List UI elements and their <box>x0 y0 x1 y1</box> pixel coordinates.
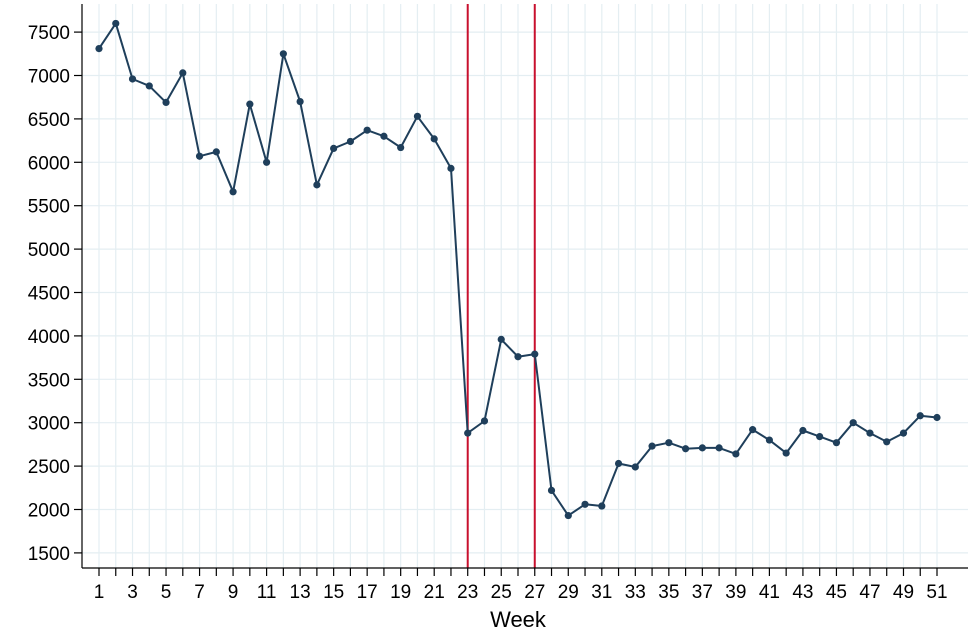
data-point <box>581 500 589 508</box>
x-tick-label: 17 <box>357 582 378 603</box>
y-tick-label: 5500 <box>28 197 70 218</box>
data-point <box>631 463 639 471</box>
x-tick-label: 43 <box>792 582 813 603</box>
y-tick-label: 3000 <box>28 414 70 435</box>
data-point <box>128 75 137 83</box>
data-point <box>430 135 438 143</box>
x-tick-label: 7 <box>194 582 205 603</box>
y-tick-label: 7000 <box>28 67 70 88</box>
x-tick-label: 29 <box>558 582 579 603</box>
y-tick-label: 4500 <box>28 284 70 305</box>
data-point <box>246 100 254 108</box>
x-tick-label: 37 <box>692 582 713 603</box>
tick-labels: 1500 2000 2500 3000 3500 4000 4500 5000 5500 6000… <box>28 23 948 603</box>
x-tick-label: 41 <box>759 582 780 603</box>
y-tick-label: 4000 <box>28 327 70 348</box>
y-tick-label: 6000 <box>28 153 70 174</box>
data-point <box>564 511 572 520</box>
x-tick-label: 15 <box>323 582 344 603</box>
data-point <box>531 350 539 358</box>
data-point <box>330 144 338 153</box>
x-tick-label: 3 <box>127 582 138 603</box>
data-point <box>480 417 489 425</box>
data-point <box>682 445 690 453</box>
data-series <box>95 19 941 520</box>
data-point <box>614 459 623 468</box>
y-tick-label: 2500 <box>28 457 70 478</box>
x-axis-title: Week <box>490 607 547 632</box>
data-point <box>229 188 237 196</box>
data-point <box>212 148 220 156</box>
data-point <box>598 502 606 510</box>
data-point <box>866 429 874 437</box>
data-point <box>447 164 455 172</box>
x-tick-label: 33 <box>625 582 646 603</box>
axes <box>74 4 968 576</box>
x-tick-label: 39 <box>725 582 746 603</box>
data-point <box>296 97 304 106</box>
x-tick-label: 19 <box>390 582 411 603</box>
x-tick-label: 35 <box>658 582 679 603</box>
x-tick-label: 23 <box>457 582 478 603</box>
data-point <box>665 439 673 447</box>
x-tick-label: 21 <box>424 582 445 603</box>
x-tick-label: 31 <box>591 582 612 603</box>
data-point <box>346 137 354 146</box>
data-point <box>899 429 908 437</box>
data-point <box>363 126 371 134</box>
x-tick-label: 9 <box>228 582 239 603</box>
y-tick-label: 1500 <box>28 544 70 565</box>
data-point <box>816 432 824 441</box>
data-point <box>95 44 103 53</box>
x-tick-label: 27 <box>524 582 545 603</box>
x-tick-label: 5 <box>161 582 172 603</box>
x-tick-label: 51 <box>926 582 947 603</box>
data-point <box>732 450 740 458</box>
data-point <box>145 82 153 90</box>
data-point <box>464 429 472 437</box>
data-point <box>380 132 388 140</box>
data-point <box>933 413 941 422</box>
data-point <box>413 112 422 120</box>
x-tick-label: 13 <box>290 582 311 603</box>
data-point <box>916 412 924 420</box>
data-point <box>514 353 522 361</box>
x-tick-label: 45 <box>826 582 847 603</box>
data-point <box>832 439 841 447</box>
data-point <box>179 69 187 77</box>
x-tick-label: 11 <box>257 582 277 603</box>
data-point <box>765 436 774 444</box>
x-tick-label: 25 <box>491 582 512 603</box>
y-tick-label: 5000 <box>28 240 70 261</box>
data-point <box>715 444 723 452</box>
y-tick-label: 3500 <box>28 370 70 391</box>
x-tick-label: 49 <box>893 582 914 603</box>
data-point <box>263 158 271 166</box>
y-tick-label: 7500 <box>28 23 70 44</box>
data-point <box>397 143 405 152</box>
x-tick-label: 1 <box>94 582 105 603</box>
y-tick-label: 6500 <box>28 110 70 131</box>
data-point <box>799 426 807 435</box>
data-point <box>313 181 321 189</box>
data-point <box>648 442 656 450</box>
data-point <box>698 444 706 452</box>
data-point <box>162 98 170 107</box>
data-point <box>849 419 857 427</box>
y-tick-label: 2000 <box>28 501 70 522</box>
data-point <box>279 50 287 58</box>
data-point <box>497 335 505 343</box>
data-point <box>547 486 556 495</box>
reference-lines <box>466 4 536 568</box>
data-point <box>749 426 757 434</box>
data-point <box>112 19 120 28</box>
data-point <box>782 449 790 457</box>
data-point <box>195 152 204 160</box>
grid-lines <box>82 4 968 568</box>
x-tick-label: 47 <box>859 582 880 603</box>
data-point <box>883 438 891 446</box>
